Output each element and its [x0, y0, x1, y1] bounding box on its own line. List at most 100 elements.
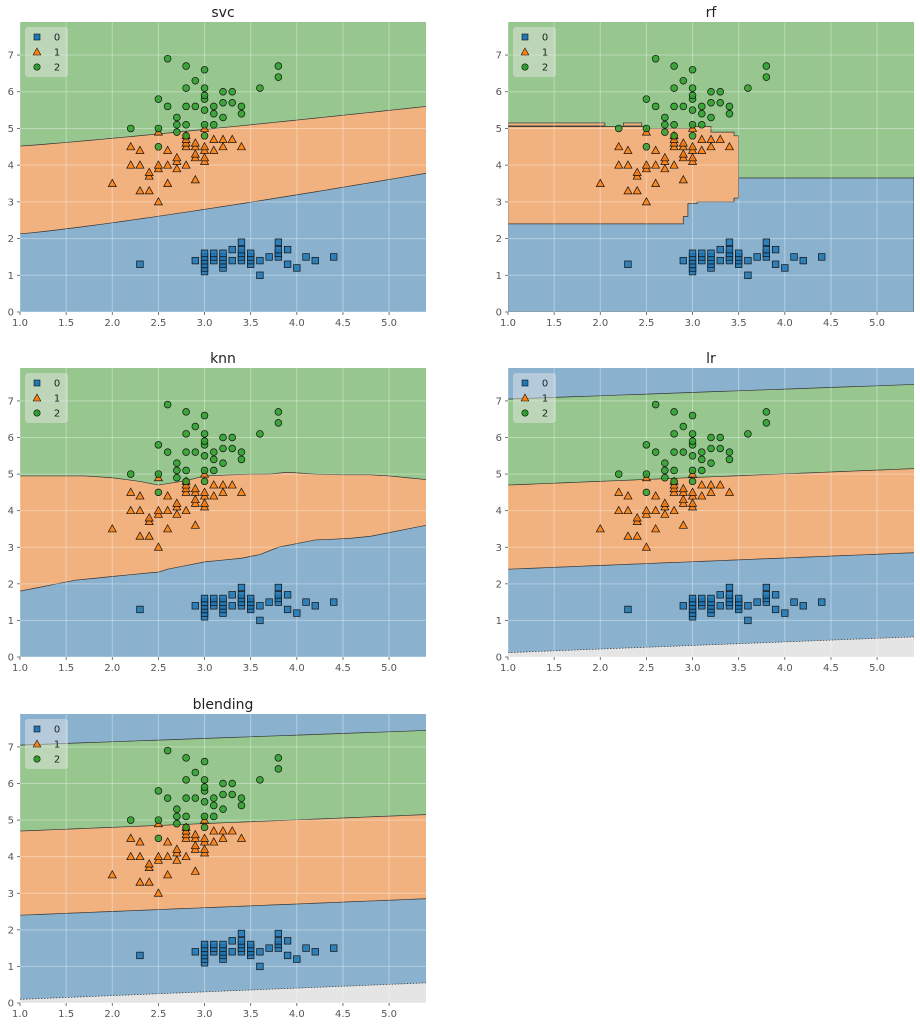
point-class-1	[706, 487, 716, 496]
point-class-0	[228, 948, 236, 956]
x-tick-label: 3.0	[197, 663, 213, 674]
point-class-1	[614, 505, 624, 515]
point-class-1	[614, 160, 624, 169]
point-class-2	[716, 433, 724, 442]
point-class-0	[219, 940, 227, 949]
point-class-0	[735, 249, 743, 257]
point-class-1	[172, 855, 182, 864]
plot-area: 0 1 2	[20, 714, 426, 1003]
x-tick-label: 4.0	[289, 663, 305, 674]
point-class-0	[274, 591, 283, 599]
legend-box	[25, 719, 68, 769]
point-class-0	[799, 602, 807, 610]
point-class-0	[274, 583, 283, 592]
y-tick-label: 6	[8, 779, 14, 790]
point-class-2	[274, 62, 283, 70]
point-class-1	[190, 840, 200, 850]
subplot-title: lr	[706, 351, 716, 367]
region-1-island	[622, 122, 643, 127]
point-class-0	[274, 937, 283, 945]
x-tick-label: 1.5	[58, 318, 74, 329]
point-class-0	[725, 245, 734, 254]
point-class-0	[256, 616, 264, 625]
point-class-1	[135, 851, 145, 861]
y-tick-label: 2	[8, 925, 14, 936]
y-tick-label: 2	[8, 234, 14, 245]
point-class-1	[614, 487, 624, 496]
point-class-1	[163, 178, 173, 187]
x-tick-label: 5.0	[381, 318, 397, 329]
point-class-1	[678, 494, 688, 504]
point-class-0	[311, 256, 319, 265]
y-tick-label: 4	[8, 161, 14, 172]
point-class-0	[818, 253, 826, 261]
point-class-2	[725, 455, 734, 464]
y-tick-label: 2	[496, 234, 502, 245]
point-class-2	[200, 65, 209, 74]
point-class-1	[181, 851, 191, 861]
y-tick-label: 1	[8, 962, 14, 973]
point-class-1	[641, 542, 652, 551]
point-class-1	[651, 178, 661, 187]
point-class-1	[660, 152, 670, 162]
point-class-0	[191, 256, 199, 265]
point-class-1	[135, 837, 145, 846]
point-class-0	[688, 249, 697, 257]
legend-marker-triangle	[32, 393, 42, 402]
point-class-0	[136, 951, 144, 960]
point-class-2	[698, 448, 706, 456]
point-class-1	[697, 491, 707, 500]
point-class-0	[293, 609, 301, 617]
point-class-2	[173, 805, 181, 813]
point-class-0	[725, 591, 734, 599]
point-class-0	[247, 940, 255, 949]
point-class-2	[661, 473, 669, 482]
point-class-0	[799, 256, 807, 265]
y-tick-label: 4	[8, 852, 14, 863]
point-class-2	[670, 408, 678, 416]
point-class-2	[688, 452, 697, 460]
x-tick-label: 2.0	[592, 663, 608, 674]
subplot-title: blending	[193, 697, 254, 713]
x-tick-label: 1.5	[546, 318, 562, 329]
region-0	[20, 173, 426, 312]
point-class-0	[744, 256, 752, 265]
point-class-0	[707, 249, 715, 257]
point-class-2	[154, 787, 163, 795]
point-class-2	[670, 84, 678, 92]
point-class-1	[126, 141, 136, 151]
point-class-2	[256, 84, 264, 92]
legend-marker-square	[33, 379, 41, 387]
point-class-0	[771, 245, 780, 254]
point-class-2	[688, 477, 697, 486]
point-class-1	[135, 145, 145, 154]
boundary-line	[508, 384, 914, 400]
region-0	[20, 714, 426, 746]
point-class-2	[210, 121, 218, 129]
point-class-0	[219, 594, 227, 603]
point-class-1	[623, 145, 633, 154]
point-class-0	[771, 605, 780, 614]
point-class-2	[688, 84, 697, 92]
point-class-2	[762, 62, 771, 70]
point-class-0	[237, 245, 246, 254]
point-class-2	[670, 430, 678, 438]
point-class-0	[136, 605, 144, 614]
point-class-1	[163, 524, 173, 533]
point-class-0	[744, 271, 752, 279]
point-class-1	[190, 138, 200, 147]
point-class-1	[144, 513, 154, 522]
point-class-1	[199, 152, 210, 162]
point-class-2	[182, 448, 190, 456]
point-class-2	[237, 455, 246, 464]
point-class-0	[698, 594, 706, 603]
point-class-1	[641, 196, 652, 206]
point-class-2	[163, 746, 172, 755]
point-class-2	[670, 62, 678, 70]
point-class-1	[163, 505, 173, 515]
y-tick-label: 1	[496, 271, 502, 282]
point-class-0	[790, 598, 798, 606]
legend-label: 0	[542, 379, 548, 390]
boundary-line	[20, 898, 426, 916]
point-class-1	[227, 826, 237, 835]
